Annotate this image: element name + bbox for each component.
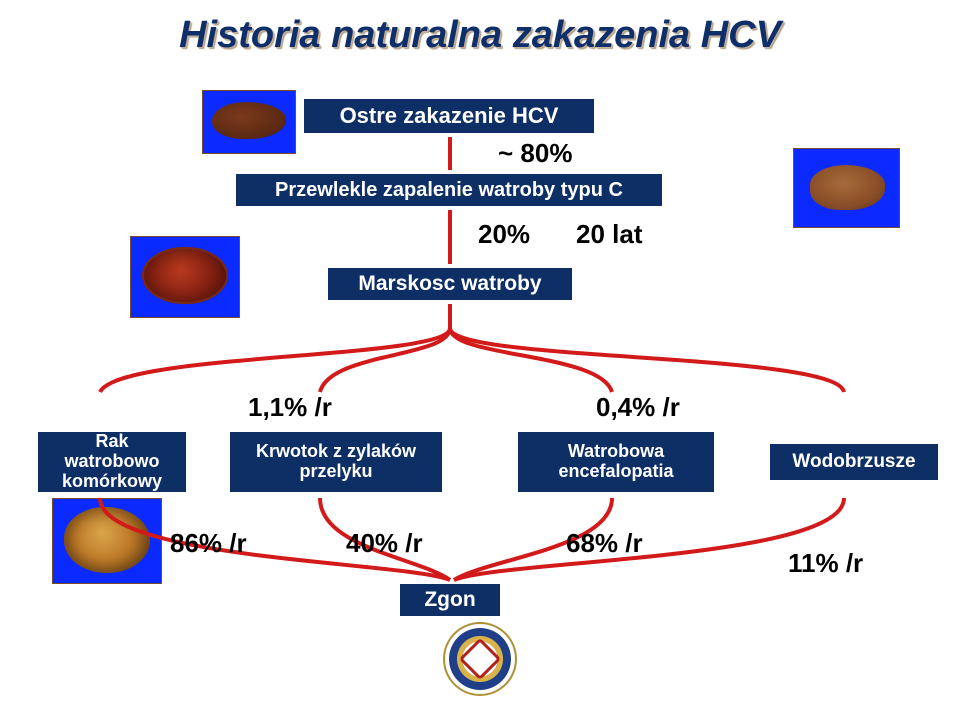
flow-line bbox=[448, 304, 452, 328]
liver-image-chronic bbox=[793, 148, 900, 228]
box-cirrhosis-label: Marskosc watroby bbox=[358, 272, 541, 296]
label-11pct: 11% /r bbox=[788, 548, 863, 579]
agency-logo bbox=[445, 624, 515, 694]
liver-image-hcc bbox=[52, 498, 162, 584]
slide-title: Historia naturalna zakazenia HCV bbox=[0, 14, 960, 57]
box-acute-hcv: Ostre zakazenie HCV bbox=[302, 97, 596, 135]
flow-line bbox=[448, 137, 452, 170]
box-acute-label: Ostre zakazenie HCV bbox=[340, 103, 559, 129]
box-hcc: Rak watrobowo komórkowy bbox=[36, 430, 188, 494]
label-40pct: 40% /r bbox=[346, 528, 423, 559]
box-hcc-label: Rak watrobowo komórkowy bbox=[46, 432, 178, 491]
box-chronic-label: Przewlekle zapalenie watroby typu C bbox=[275, 179, 623, 202]
box-bleeding-label: Krwotok z zylaków przelyku bbox=[238, 442, 434, 482]
liver-image-normal bbox=[202, 90, 296, 154]
box-chronic-hepatitis: Przewlekle zapalenie watroby typu C bbox=[234, 172, 664, 208]
box-encephalopathy: Watrobowa encefalopatia bbox=[516, 430, 716, 494]
liver-image-cirrhosis bbox=[130, 236, 240, 318]
box-bleeding: Krwotok z zylaków przelyku bbox=[228, 430, 444, 494]
label-80pct: ~ 80% bbox=[498, 138, 572, 169]
box-death: Zgon bbox=[398, 582, 502, 618]
label-68pct: 68% /r bbox=[566, 528, 643, 559]
box-ascites-label: Wodobrzusze bbox=[792, 451, 915, 473]
box-ascites: Wodobrzusze bbox=[768, 442, 940, 482]
label-20lat: 20 lat bbox=[576, 219, 643, 250]
flow-line bbox=[448, 210, 452, 264]
box-death-label: Zgon bbox=[424, 588, 475, 612]
label-1.1pct: 1,1% /r bbox=[248, 392, 332, 423]
box-enceph-label: Watrobowa encefalopatia bbox=[526, 442, 706, 482]
box-cirrhosis: Marskosc watroby bbox=[326, 266, 574, 302]
label-0.4pct: 0,4% /r bbox=[596, 392, 680, 423]
label-86pct: 86% /r bbox=[170, 528, 247, 559]
label-20pct: 20% bbox=[478, 219, 530, 250]
